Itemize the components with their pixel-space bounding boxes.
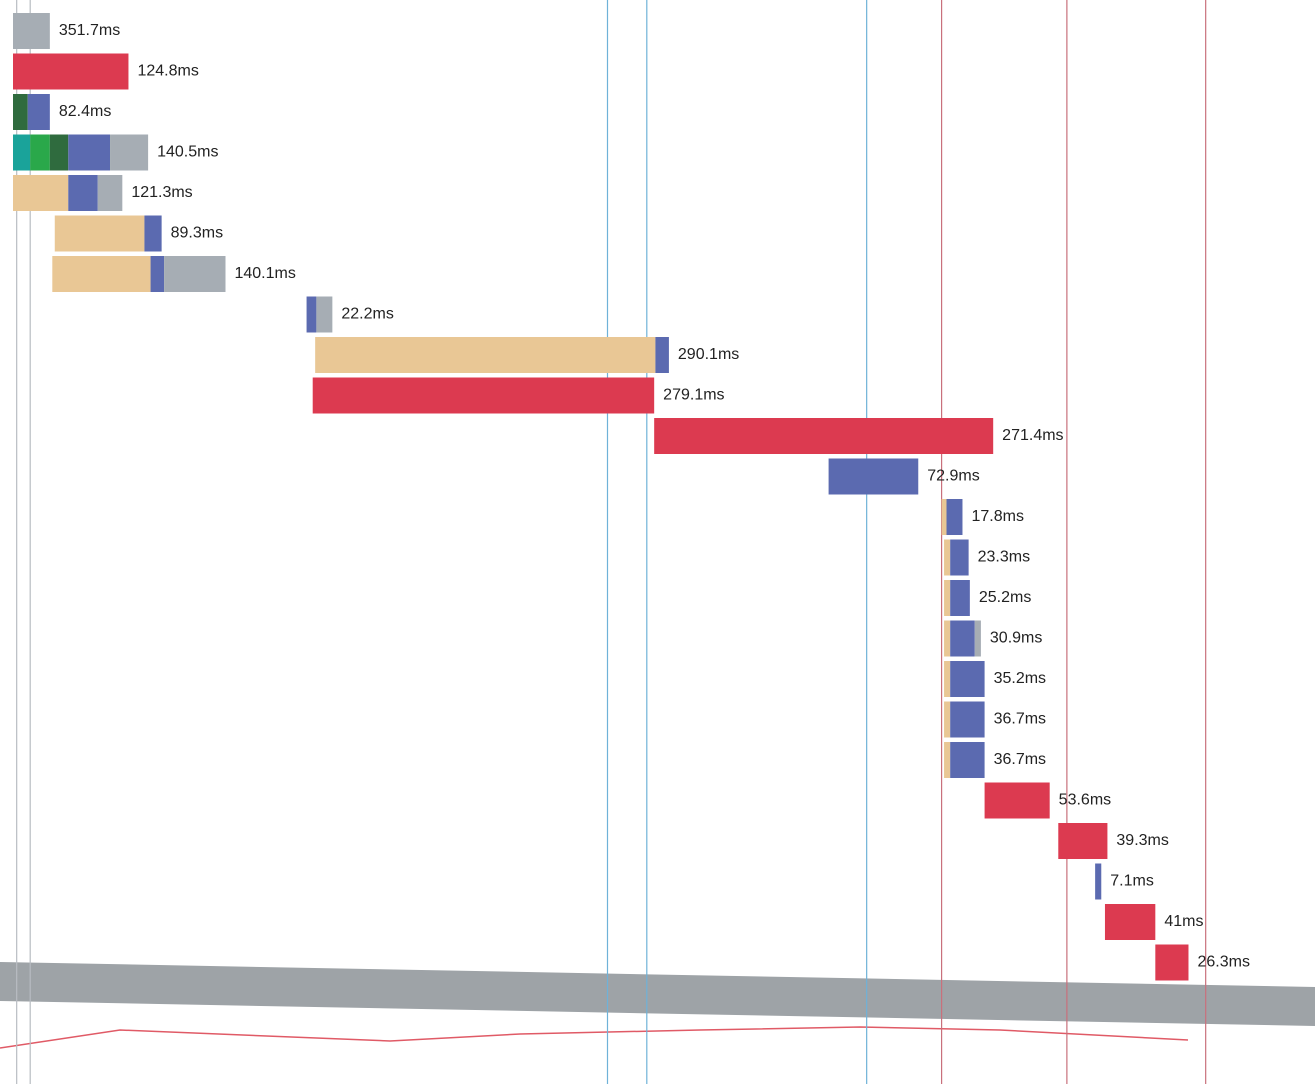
duration-label: 82.4ms — [59, 103, 111, 120]
timing-segment — [312, 377, 655, 414]
duration-label: 26.3ms — [1197, 954, 1249, 971]
bandwidth-band — [0, 962, 1315, 1026]
timing-segment — [950, 701, 985, 738]
cpu-line — [0, 1026, 1189, 1049]
timing-segment — [944, 701, 951, 738]
timing-segment — [1058, 823, 1108, 859]
duration-label: 17.8ms — [971, 508, 1023, 525]
timing-segment — [1095, 863, 1102, 900]
timing-segment — [54, 215, 145, 252]
duration-label: 124.8ms — [137, 63, 198, 80]
timing-segment — [315, 337, 656, 373]
timing-segment — [13, 94, 28, 130]
timing-segment — [316, 296, 333, 333]
timing-segment — [150, 256, 165, 292]
timing-segment — [828, 458, 919, 495]
timing-segment — [97, 175, 123, 211]
timing-segment — [654, 418, 994, 454]
timing-segment — [13, 134, 31, 171]
timing-segment — [68, 134, 111, 171]
timing-segment — [1104, 904, 1156, 940]
duration-label: 25.2ms — [979, 589, 1031, 606]
duration-label: 22.2ms — [341, 306, 393, 323]
timing-segment — [944, 742, 951, 778]
timing-segment — [950, 539, 969, 576]
duration-label: 36.7ms — [994, 711, 1046, 728]
duration-label: 39.3ms — [1116, 832, 1168, 849]
duration-label: 351.7ms — [59, 22, 120, 39]
duration-label: 36.7ms — [994, 751, 1046, 768]
timing-segment — [1155, 944, 1189, 981]
duration-label: 140.5ms — [157, 144, 218, 161]
timing-segment — [946, 499, 963, 535]
duration-label: 30.9ms — [990, 630, 1042, 647]
duration-label: 140.1ms — [234, 265, 295, 282]
timing-segment — [944, 661, 951, 697]
timing-segment — [27, 94, 50, 130]
timing-segment — [164, 256, 226, 292]
timing-segment — [52, 256, 151, 292]
timing-segment — [944, 620, 951, 657]
duration-label: 23.3ms — [978, 549, 1030, 566]
timing-segment — [950, 742, 985, 778]
timing-segment — [306, 296, 317, 333]
duration-label: 53.6ms — [1059, 792, 1111, 809]
duration-label: 89.3ms — [171, 225, 223, 242]
timing-segment — [30, 134, 50, 171]
timing-segment — [110, 134, 149, 171]
duration-label: 121.3ms — [131, 184, 192, 201]
timing-segment — [941, 499, 947, 535]
duration-label: 7.1ms — [1110, 873, 1154, 890]
timing-segment — [144, 215, 162, 252]
duration-label: 35.2ms — [994, 670, 1046, 687]
timing-segment — [13, 53, 129, 90]
duration-label: 290.1ms — [678, 346, 739, 363]
timing-segment — [950, 620, 975, 657]
timing-segment — [984, 782, 1050, 819]
duration-label: 72.9ms — [927, 468, 979, 485]
duration-label: 41ms — [1164, 913, 1203, 930]
timing-segment — [950, 661, 985, 697]
timing-segment — [49, 134, 69, 171]
timing-segment — [944, 539, 951, 576]
timing-segment — [68, 175, 98, 211]
timing-segment — [944, 580, 951, 616]
timing-segment — [950, 580, 970, 616]
timing-segment — [13, 175, 69, 211]
timing-segment — [13, 13, 50, 49]
duration-label: 271.4ms — [1002, 427, 1063, 444]
timing-segment — [974, 620, 981, 657]
duration-label: 279.1ms — [663, 387, 724, 404]
timing-segment — [655, 337, 669, 373]
